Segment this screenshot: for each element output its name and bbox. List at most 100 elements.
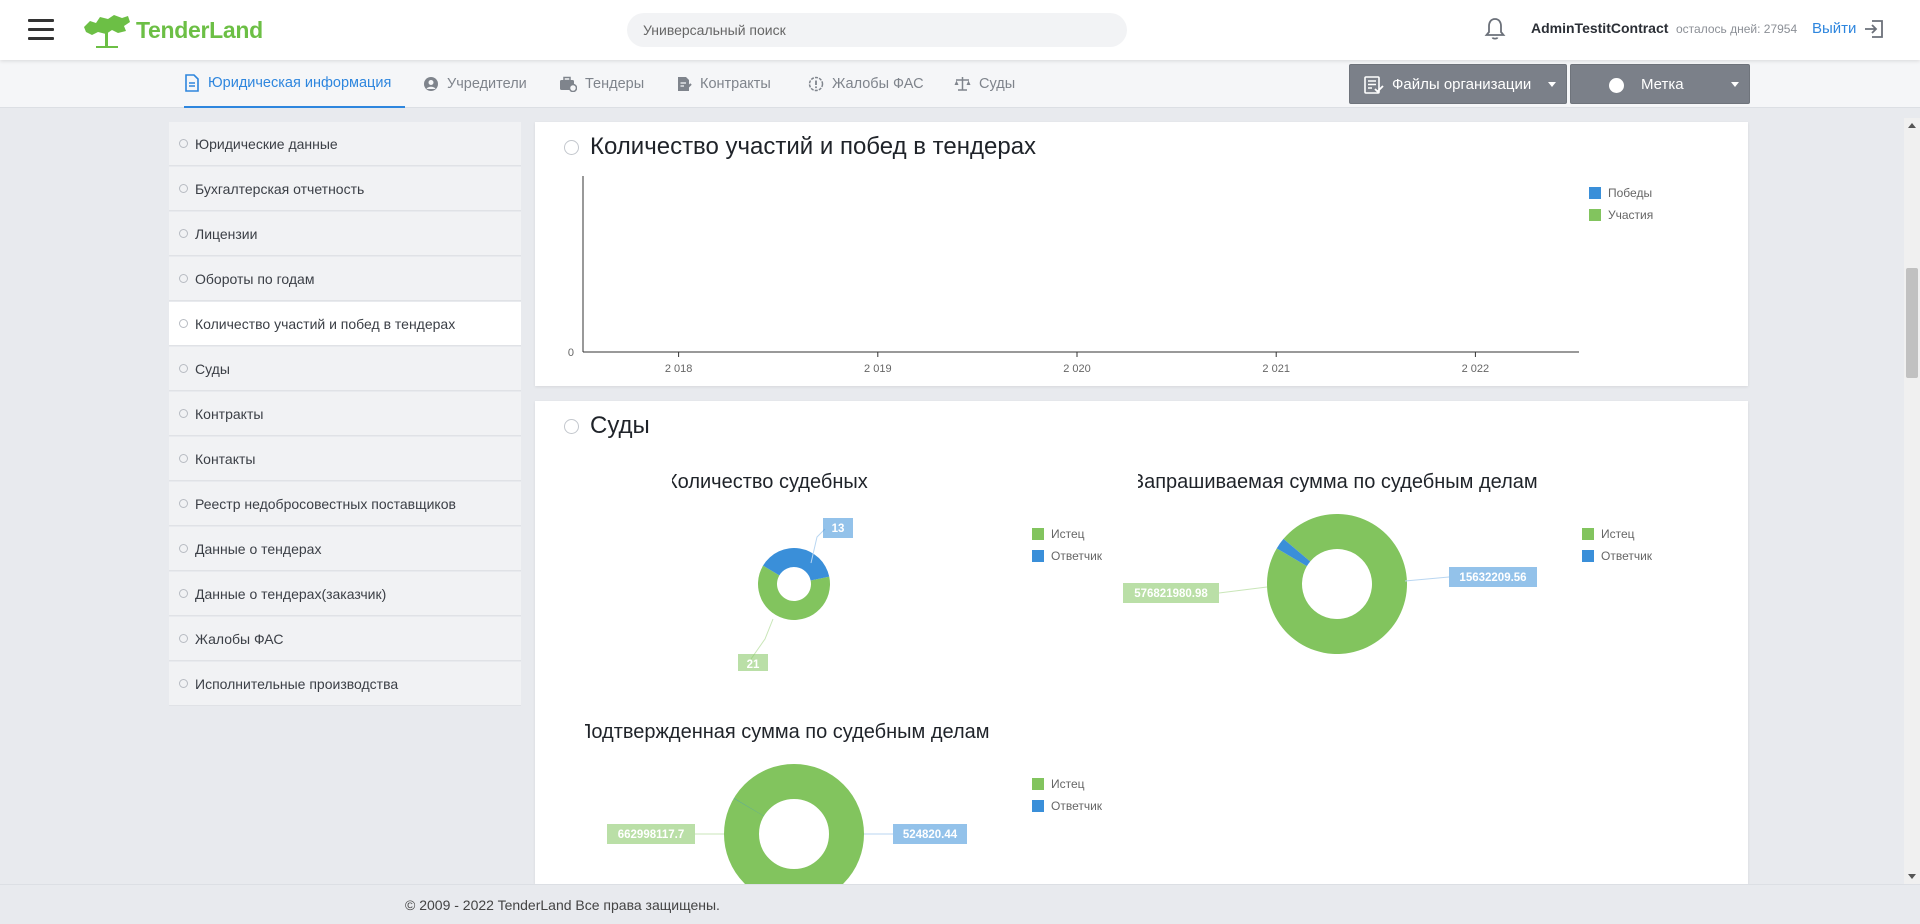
- logout-icon[interactable]: [1863, 18, 1885, 40]
- y-tick-label: 0: [568, 347, 574, 359]
- legend-item[interactable]: Истец: [1032, 523, 1102, 545]
- slice-otvetchik: [1276, 538, 1311, 567]
- tab-legal-info[interactable]: Юридическая информация: [184, 60, 406, 108]
- sidebar-item-label: Жалобы ФАС: [195, 630, 284, 647]
- data-label: 21: [747, 659, 760, 671]
- chart-title-requested-sum: Запрашиваемая сумма по судебным делам: [1138, 471, 1538, 493]
- briefcase-icon: [560, 76, 577, 92]
- sidebar-item[interactable]: Реестр недобросовестных поставщиков: [169, 482, 521, 526]
- legend-swatch: [1582, 550, 1594, 562]
- scales-icon: [954, 77, 971, 91]
- requested-sum-donut: 576821980.98 15632209.56: [1123, 513, 1537, 654]
- legend-swatch: [1032, 550, 1044, 562]
- legend-label: Истец: [1601, 527, 1635, 541]
- sidebar-item[interactable]: Суды: [169, 347, 521, 391]
- bullet-icon: [179, 409, 188, 418]
- sidebar-item-label: Данные о тендерах: [195, 540, 322, 557]
- legend-item[interactable]: Ответчик: [1032, 545, 1102, 567]
- top-header: TenderLand AdminTestitContract осталось …: [0, 0, 1920, 60]
- tenders-title-text: Количество участий и побед в тендерах: [590, 133, 1037, 160]
- brand-name: TenderLand: [136, 16, 263, 43]
- collapse-toggle-icon[interactable]: [564, 139, 579, 155]
- slice-otvetchik: [733, 798, 764, 817]
- search-input[interactable]: [627, 13, 1127, 47]
- sidebar-item[interactable]: Количество участий и побед в тендерах: [169, 302, 521, 346]
- tab-tenders[interactable]: Тендеры: [559, 60, 644, 108]
- legend-swatch: [1032, 800, 1044, 812]
- sidebar-item-label: Реестр недобросовестных поставщиков: [195, 495, 456, 512]
- tag-color-icon: [1609, 78, 1624, 93]
- tab-label: Учредители: [447, 76, 527, 92]
- courts-title-text: Суды: [590, 412, 650, 439]
- menu-icon[interactable]: [28, 19, 54, 41]
- tag-button[interactable]: Метка: [1570, 64, 1750, 104]
- data-label: 662998117.7: [618, 829, 685, 841]
- slice-Истец: [724, 764, 864, 884]
- legend-item[interactable]: Ответчик: [1032, 795, 1102, 817]
- org-files-label: Файлы организации: [1392, 76, 1532, 93]
- tab-contracts[interactable]: Контракты: [676, 60, 771, 108]
- tenders-bar-chart: 0 2 018 2 019 2 020 2 021 2 022: [568, 176, 1579, 375]
- tab-label: Жалобы ФАС: [832, 76, 924, 92]
- sidebar-item[interactable]: Юридические данные: [169, 122, 521, 166]
- bullet-icon: [179, 499, 188, 508]
- collapse-toggle-icon[interactable]: [564, 418, 579, 434]
- logout-link[interactable]: Выйти: [1812, 20, 1857, 37]
- x-tick-label: 2 019: [864, 363, 892, 375]
- bullet-icon: [179, 229, 188, 238]
- bullet-icon: [179, 319, 188, 328]
- logo[interactable]: TenderLand: [82, 8, 263, 52]
- bullet-icon: [179, 274, 188, 283]
- signed-document-icon: [678, 77, 692, 91]
- copyright: © 2009 - 2022 TenderLand Все права защищ…: [405, 897, 720, 913]
- tenders-title: Количество участий и побед в тендерах: [564, 133, 1037, 161]
- page-scrollbar[interactable]: [1904, 118, 1920, 884]
- data-label: 524820.44: [903, 829, 958, 841]
- legend-label: Истец: [1051, 527, 1085, 541]
- sidebar-item-label: Бухгалтерская отчетность: [195, 180, 365, 197]
- document-icon: [185, 74, 199, 92]
- sidebar-item[interactable]: Лицензии: [169, 212, 521, 256]
- legend-label: Ответчик: [1601, 549, 1653, 563]
- org-files-button[interactable]: Файлы организации: [1349, 64, 1567, 104]
- alert-icon: [808, 76, 824, 92]
- bell-icon[interactable]: [1484, 17, 1506, 41]
- sidebar-item-label: Исполнительные производства: [195, 675, 399, 692]
- legend-swatch: [1589, 209, 1601, 221]
- tab-label: Тендеры: [585, 76, 645, 92]
- legend-item[interactable]: Участия: [1589, 204, 1653, 226]
- username[interactable]: AdminTestitContract: [1531, 20, 1669, 36]
- days-left: осталось дней: 27954: [1676, 22, 1798, 36]
- scroll-up-icon[interactable]: [1908, 123, 1916, 128]
- tab-fas-complaints[interactable]: Жалобы ФАС: [808, 60, 924, 108]
- sidebar-item[interactable]: Жалобы ФАС: [169, 617, 521, 661]
- label-connector: [810, 528, 826, 564]
- sidebar-item[interactable]: Контакты: [169, 437, 521, 481]
- sidebar-item-label: Количество участий и побед в тендерах: [195, 315, 456, 332]
- legend-item[interactable]: Ответчик: [1582, 545, 1652, 567]
- sidebar-item[interactable]: Контракты: [169, 392, 521, 436]
- sidebar-item[interactable]: Данные о тендерах: [169, 527, 521, 571]
- legend-item[interactable]: Истец: [1582, 523, 1652, 545]
- sidebar-item-label: Юридические данные: [195, 135, 338, 152]
- tenders-legend: Победы Участия: [1589, 182, 1653, 226]
- legend-item[interactable]: Победы: [1589, 182, 1653, 204]
- sidebar-item[interactable]: Бухгалтерская отчетность: [169, 167, 521, 211]
- tab-founders[interactable]: Учредители: [423, 60, 527, 108]
- section-sidebar: Юридические данные Бухгалтерская отчетнос…: [169, 122, 521, 707]
- tag-label: Метка: [1641, 76, 1684, 93]
- data-label: 13: [832, 523, 845, 535]
- sidebar-item-label: Данные о тендерах(заказчик): [195, 585, 387, 602]
- scroll-down-icon[interactable]: [1908, 874, 1916, 879]
- slice-istec: [758, 565, 830, 620]
- data-label-box: [823, 518, 853, 538]
- sidebar-item-label: Обороты по годам: [195, 270, 315, 287]
- sidebar-item[interactable]: Данные о тендерах(заказчик): [169, 572, 521, 616]
- legend-item[interactable]: Истец: [1032, 773, 1102, 795]
- scroll-thumb[interactable]: [1906, 268, 1918, 378]
- sidebar-item[interactable]: Обороты по годам: [169, 257, 521, 301]
- bullet-icon: [179, 589, 188, 598]
- tab-courts[interactable]: Суды: [954, 60, 1015, 108]
- sidebar-item[interactable]: Исполнительные производства: [169, 662, 521, 706]
- chevron-down-icon: [1548, 82, 1556, 87]
